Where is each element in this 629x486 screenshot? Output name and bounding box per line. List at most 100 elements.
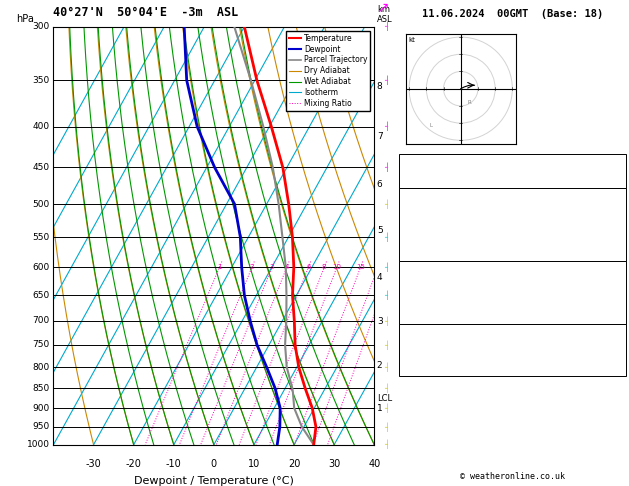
Text: 0: 0 (616, 239, 622, 248)
Text: ┤: ┤ (384, 440, 389, 450)
Text: 4: 4 (377, 273, 382, 281)
Text: 40: 40 (368, 459, 381, 469)
Text: 24.9: 24.9 (601, 197, 622, 206)
Text: 15.8: 15.8 (601, 208, 622, 217)
Text: 43: 43 (611, 167, 622, 176)
Text: 2: 2 (377, 361, 382, 369)
Text: 12: 12 (611, 332, 622, 342)
Text: ┤: ┤ (384, 422, 389, 432)
Text: 0: 0 (211, 459, 217, 469)
Text: 19: 19 (611, 156, 622, 166)
Text: ┤: ┤ (384, 403, 389, 413)
Text: Lifted Index: Lifted Index (403, 291, 468, 300)
Text: © weatheronline.co.uk: © weatheronline.co.uk (460, 472, 565, 481)
Text: ┤: ┤ (384, 363, 389, 372)
Text: CIN (J): CIN (J) (403, 312, 441, 321)
Text: 850: 850 (32, 384, 50, 393)
Text: 350: 350 (32, 76, 50, 85)
Text: -0: -0 (611, 291, 622, 300)
Legend: Temperature, Dewpoint, Parcel Trajectory, Dry Adiabat, Wet Adiabat, Isotherm, Mi: Temperature, Dewpoint, Parcel Trajectory… (286, 31, 370, 111)
Text: SREH: SREH (403, 343, 425, 352)
Text: K: K (403, 156, 409, 166)
Text: 118: 118 (606, 312, 622, 321)
Text: 10: 10 (611, 364, 622, 373)
Text: 20: 20 (288, 459, 300, 469)
Text: StmDir: StmDir (403, 353, 435, 363)
Text: 6: 6 (306, 264, 311, 270)
Text: Temp (°C): Temp (°C) (403, 197, 452, 206)
Text: 1000: 1000 (26, 440, 50, 449)
Text: 950: 950 (32, 422, 50, 432)
Text: 10: 10 (248, 459, 260, 469)
Text: θₑ(K): θₑ(K) (403, 218, 430, 227)
Text: θₑ (K): θₑ (K) (403, 280, 435, 290)
Text: CAPE (J): CAPE (J) (403, 301, 446, 311)
Text: Dewp (°C): Dewp (°C) (403, 208, 452, 217)
Text: 331: 331 (606, 280, 622, 290)
Text: ↗: ↗ (377, 0, 389, 15)
Text: 277°: 277° (601, 353, 622, 363)
Text: ┤: ┤ (384, 232, 389, 242)
Text: ┤: ┤ (384, 340, 389, 349)
Text: Mixing Ratio (g/kg): Mixing Ratio (g/kg) (406, 196, 415, 276)
Text: 8: 8 (322, 264, 326, 270)
Text: 28: 28 (611, 301, 622, 311)
Text: LCL: LCL (377, 394, 392, 403)
Text: ┤: ┤ (384, 199, 389, 209)
Text: 550: 550 (32, 233, 50, 242)
Text: 900: 900 (32, 403, 50, 413)
Text: 750: 750 (606, 270, 622, 279)
Text: 2.92: 2.92 (601, 177, 622, 187)
Text: 329: 329 (606, 218, 622, 227)
Text: ┤: ┤ (384, 22, 389, 32)
Text: Lifted Index: Lifted Index (403, 228, 468, 238)
Text: 40°27'N  50°04'E  -3m  ASL: 40°27'N 50°04'E -3m ASL (53, 6, 239, 19)
Text: Totals Totals: Totals Totals (403, 167, 473, 176)
Text: ┤: ┤ (384, 383, 389, 393)
Text: 1: 1 (217, 264, 221, 270)
Text: 300: 300 (32, 22, 50, 31)
Text: 5: 5 (377, 226, 382, 235)
Text: 11.06.2024  00GMT  (Base: 18): 11.06.2024 00GMT (Base: 18) (422, 9, 603, 19)
Text: 700: 700 (32, 316, 50, 325)
Text: 8: 8 (377, 82, 382, 91)
Text: 10: 10 (332, 264, 342, 270)
Text: CIN (J): CIN (J) (403, 249, 441, 259)
Text: Surface: Surface (494, 190, 532, 199)
Text: 750: 750 (32, 340, 50, 349)
Text: Hodograph: Hodograph (489, 325, 537, 334)
Text: 500: 500 (32, 200, 50, 208)
Text: kt: kt (408, 37, 415, 43)
Text: L: L (430, 122, 433, 127)
Text: 2: 2 (250, 264, 254, 270)
Text: 600: 600 (32, 263, 50, 272)
Text: EH: EH (403, 332, 414, 342)
Text: Most Unstable: Most Unstable (477, 263, 548, 272)
Text: km
ASL: km ASL (377, 5, 393, 24)
Text: 800: 800 (32, 363, 50, 372)
Text: 6: 6 (377, 179, 382, 189)
Text: 400: 400 (33, 122, 50, 131)
Text: 0: 0 (616, 249, 622, 259)
Text: ┤: ┤ (384, 163, 389, 172)
Text: StmSpd (kt): StmSpd (kt) (403, 364, 462, 373)
Text: Pressure (mb): Pressure (mb) (403, 270, 473, 279)
Text: hPa: hPa (16, 14, 33, 24)
Text: -30: -30 (86, 459, 101, 469)
Text: 4: 4 (284, 264, 289, 270)
Text: ┤: ┤ (384, 122, 389, 131)
Text: 1: 1 (616, 228, 622, 238)
Text: 3: 3 (270, 264, 274, 270)
Text: ┤: ┤ (384, 75, 389, 85)
Text: PW (cm): PW (cm) (403, 177, 441, 187)
Text: 7: 7 (377, 132, 382, 140)
Text: 46: 46 (611, 343, 622, 352)
Text: ┤: ┤ (384, 316, 389, 326)
Text: -10: -10 (166, 459, 182, 469)
Text: Dewpoint / Temperature (°C): Dewpoint / Temperature (°C) (134, 476, 294, 486)
Text: ┤: ┤ (384, 291, 389, 300)
Text: -20: -20 (126, 459, 142, 469)
Text: 15: 15 (356, 264, 365, 270)
Text: R: R (467, 100, 471, 105)
Text: 3: 3 (377, 317, 382, 326)
